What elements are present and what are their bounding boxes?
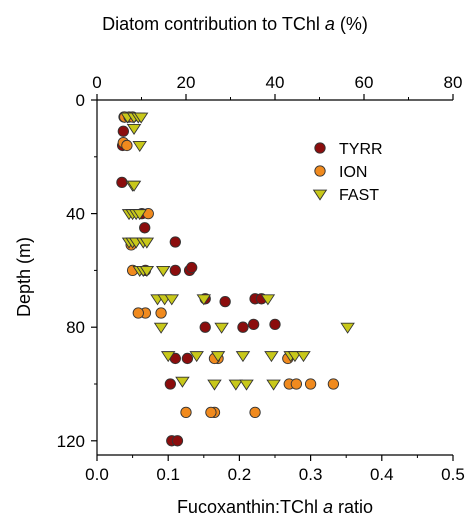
- tyrr-point: [139, 222, 151, 234]
- fast-point: [287, 351, 303, 363]
- fast-point: [235, 351, 251, 363]
- tyrr-point: [117, 125, 129, 137]
- plot-area: 0 20 40 60 80 0.0 0.1 0.2 0.3 0.4 0.5 0 40 80 120 TY…: [57, 73, 465, 484]
- x-tick-label: 0.3: [299, 465, 323, 484]
- tyrr-point: [186, 261, 198, 274]
- tyrr-point: [169, 264, 181, 277]
- fast-point: [175, 376, 190, 388]
- tyrr-point: [199, 321, 211, 333]
- fast-point: [239, 379, 254, 391]
- fast-point: [189, 351, 204, 363]
- bottom-axis-ticks: 0.0 0.1 0.2 0.3 0.4 0.5: [85, 455, 465, 484]
- legend-marker-tyrr: [314, 142, 326, 154]
- tyrr-point: [169, 236, 181, 248]
- legend-marker-fast: [312, 189, 328, 201]
- fast-point: [139, 237, 155, 249]
- x-tick-label: 0.0: [85, 465, 109, 484]
- legend-label-tyrr: TYRR: [339, 141, 383, 158]
- x-tick-label: 0.1: [156, 465, 180, 484]
- top-tick-label: 80: [444, 73, 463, 92]
- ion-point: [290, 378, 303, 390]
- legend-label-ion: ION: [339, 164, 367, 181]
- legend-label-fast: FAST: [339, 187, 379, 204]
- fast-point: [214, 322, 229, 334]
- left-axis-ticks: 0 40 80 120: [57, 91, 97, 451]
- fast-point: [207, 379, 222, 391]
- x-tick-label: 0.5: [441, 465, 465, 484]
- ion-point: [155, 307, 167, 319]
- fast-point: [126, 180, 142, 192]
- fast-point: [196, 294, 212, 306]
- ion-point: [249, 406, 261, 419]
- tyrr-point: [181, 352, 194, 365]
- top-tick-label: 0: [92, 73, 101, 92]
- tyrr-point: [269, 318, 281, 331]
- data-points: [116, 111, 355, 447]
- fast-point: [340, 322, 355, 334]
- y-axis-title: Depth (m): [14, 237, 34, 317]
- ion-point: [304, 378, 317, 390]
- tyrr-point: [219, 295, 231, 308]
- fast-point: [139, 265, 155, 277]
- fast-point: [228, 379, 244, 391]
- ion-point: [132, 307, 144, 319]
- fast-point: [132, 141, 147, 153]
- tyrr-point: [171, 435, 184, 447]
- y-tick-label: 0: [76, 91, 85, 110]
- fast-point: [126, 123, 142, 135]
- fast-point: [132, 209, 147, 221]
- top-axis-title: Diatom contribution to TChl a (%): [102, 14, 368, 34]
- fast-point: [164, 294, 179, 306]
- top-tick-label: 60: [355, 73, 374, 92]
- fast-point: [160, 351, 176, 363]
- fast-point: [260, 294, 276, 306]
- x-tick-label: 0.2: [228, 465, 252, 484]
- y-tick-label: 80: [66, 318, 85, 337]
- y-tick-label: 120: [57, 432, 85, 451]
- fast-point: [155, 265, 171, 277]
- tyrr-point: [237, 321, 249, 333]
- fast-point: [210, 351, 226, 363]
- y-tick-label: 40: [66, 205, 85, 224]
- tyrr-point: [247, 318, 260, 331]
- tyrr-point: [164, 378, 176, 390]
- top-tick-label: 20: [177, 73, 196, 92]
- legend-marker-ion: [314, 165, 326, 177]
- ion-point: [327, 378, 340, 390]
- x-tick-label: 0.4: [370, 465, 394, 484]
- fast-point: [266, 379, 281, 391]
- ion-point: [121, 139, 133, 152]
- ion-point: [180, 406, 192, 419]
- fast-point: [153, 322, 169, 334]
- fast-point: [133, 112, 149, 124]
- legend: TYRR ION FAST: [312, 141, 383, 204]
- fast-point: [264, 351, 279, 363]
- ion-point: [205, 406, 217, 419]
- fast-point: [296, 351, 311, 363]
- top-axis-ticks: 0 20 40 60 80: [92, 73, 462, 100]
- x-axis-title: Fucoxanthin:TChl a ratio: [177, 497, 373, 517]
- tyrr-point: [116, 176, 128, 189]
- top-tick-label: 40: [266, 73, 285, 92]
